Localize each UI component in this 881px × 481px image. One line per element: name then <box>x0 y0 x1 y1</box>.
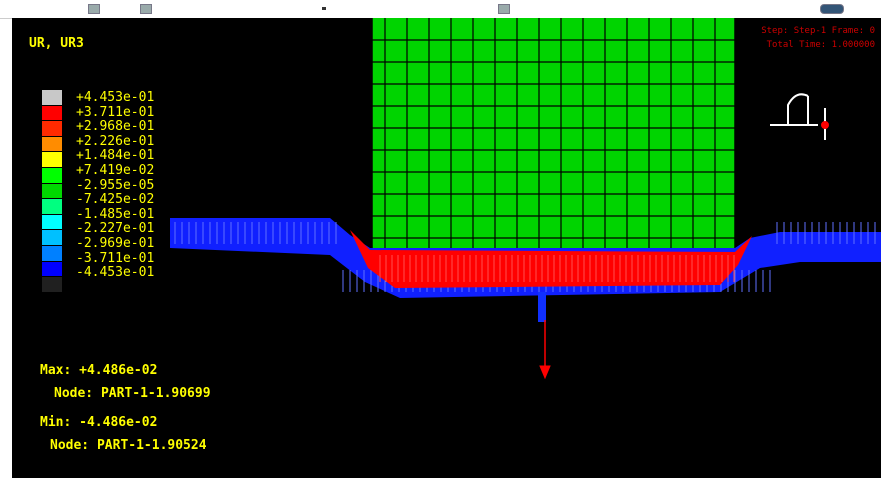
legend-swatch <box>42 121 62 137</box>
legend-title: UR, UR3 <box>29 36 84 51</box>
legend-value: -3.711e-01 <box>76 250 155 266</box>
legend-swatch <box>42 136 62 153</box>
legend-swatch <box>42 261 62 278</box>
view-icon[interactable] <box>88 4 100 14</box>
render-icon[interactable] <box>820 4 844 14</box>
red-contact-band <box>350 230 752 288</box>
legend-value: +1.484e-01 <box>76 148 155 164</box>
max-node: Node: PART-1-1.90699 <box>54 386 211 401</box>
view-triad-icon <box>770 93 829 140</box>
min-node: Node: PART-1-1.90524 <box>50 438 207 453</box>
legend-swatch <box>42 199 62 215</box>
legend-value: -2.955e-05 <box>76 177 155 193</box>
load-arrow <box>539 320 551 380</box>
legend-labels: +4.453e-01 +3.711e-01 +2.968e-01 +2.226e-01… <box>76 90 154 280</box>
legend-value: -4.453e-01 <box>76 265 155 281</box>
status-time: Total Time: 1.000000 <box>766 40 875 50</box>
tool-icon[interactable] <box>140 4 152 14</box>
legend-swatch <box>42 230 62 246</box>
legend-value: +2.226e-01 <box>76 133 155 149</box>
legend-swatch <box>42 245 62 262</box>
legend-swatch <box>42 152 62 168</box>
legend-value: -2.969e-01 <box>76 235 155 251</box>
legend-value: +2.968e-01 <box>76 119 155 135</box>
legend-swatches <box>42 90 62 293</box>
zoom-icon[interactable] <box>498 4 510 14</box>
status-text: Step: Step-1 Frame: 0 <box>761 26 875 36</box>
legend-value: -1.485e-01 <box>76 206 155 222</box>
legend-swatch <box>42 167 62 184</box>
min-label: Min: -4.486e-02 <box>40 415 158 430</box>
legend-swatch <box>42 214 62 231</box>
dropdown-icon[interactable] <box>322 7 326 10</box>
node-spike <box>538 292 546 322</box>
legend-swatch <box>42 90 62 106</box>
legend-swatch <box>42 277 62 293</box>
max-label: Max: +4.486e-02 <box>40 363 158 378</box>
legend-value: -7.425e-02 <box>76 192 155 208</box>
legend-swatch <box>42 105 62 122</box>
legend-value: -2.227e-01 <box>76 221 155 237</box>
legend-value: +4.453e-01 <box>76 90 155 105</box>
legend-value: +3.711e-01 <box>76 104 155 120</box>
pillar-mesh <box>371 18 736 266</box>
legend-swatch <box>42 183 62 200</box>
legend-value: +7.419e-02 <box>76 162 155 178</box>
